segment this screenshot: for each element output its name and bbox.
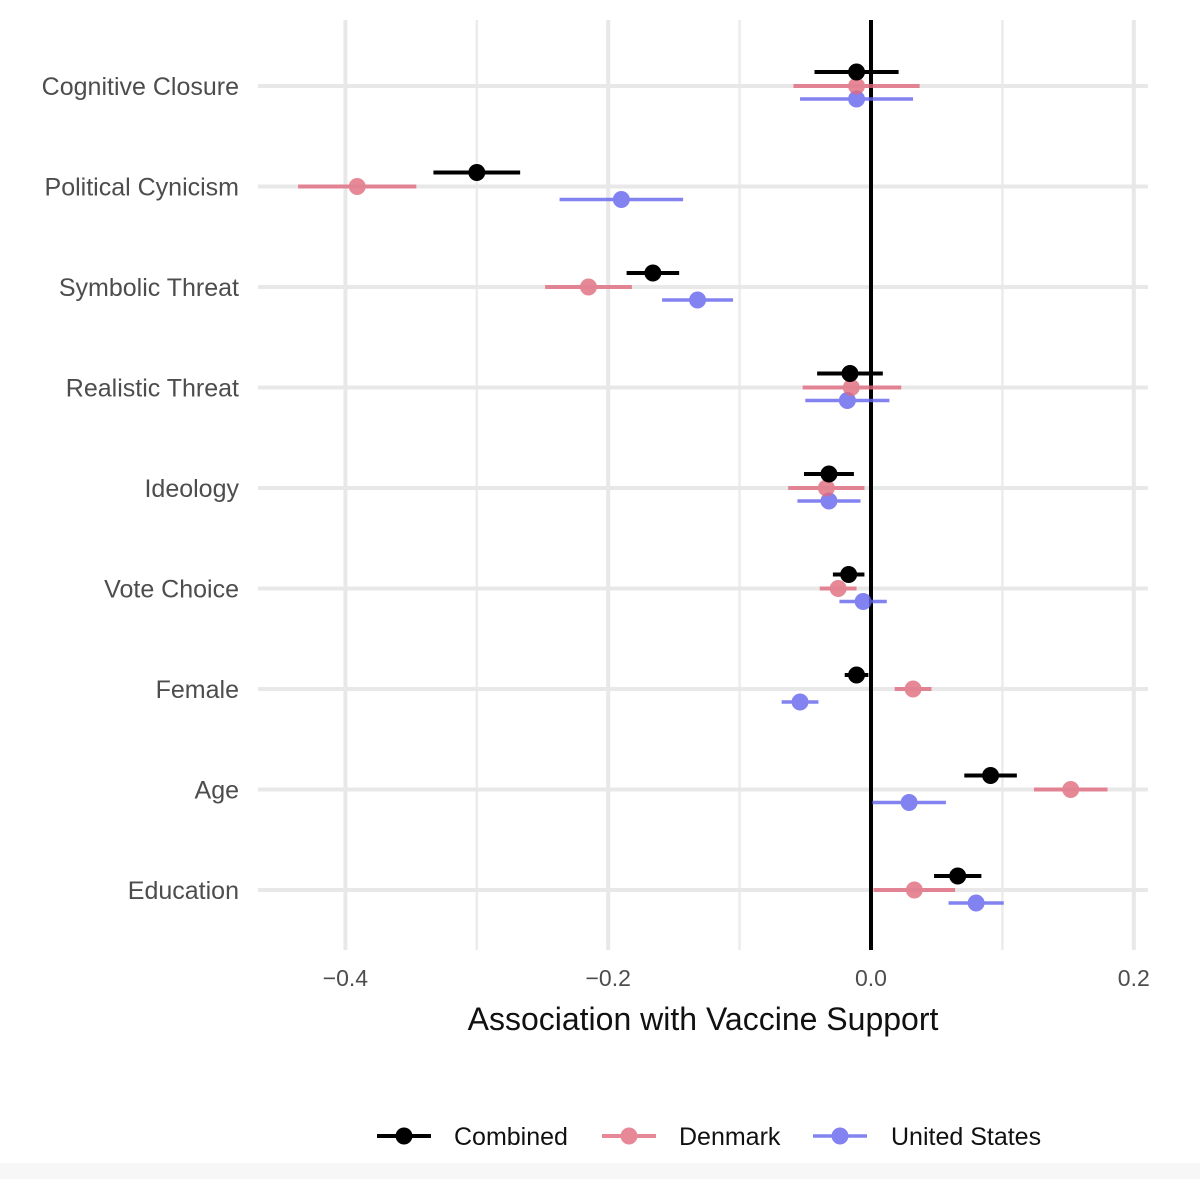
point-denmark-female: [904, 680, 922, 698]
mark-combined-ideology: [803, 465, 854, 483]
mark-united-states-female: [781, 693, 819, 711]
mark-combined-cognitive-closure: [814, 63, 899, 81]
point-combined-age: [982, 767, 1000, 784]
mark-combined-symbolic-threat: [626, 264, 680, 282]
y-tick-label-female: Female: [156, 676, 239, 704]
legend-label-combined: Combined: [454, 1123, 568, 1151]
mark-denmark-education: [873, 881, 956, 899]
legend-item-denmark: [602, 1127, 656, 1145]
mark-combined-age: [964, 767, 1017, 784]
bottom-strip: [0, 1163, 1200, 1179]
y-tick-label-political-cynicism: Political Cynicism: [45, 174, 239, 202]
legend-label-denmark: Denmark: [679, 1123, 781, 1151]
y-tick-label-ideology: Ideology: [144, 475, 239, 503]
mark-combined-political-cynicism: [433, 164, 521, 181]
point-denmark-realistic-threat: [842, 379, 860, 396]
x-tick-label: 0.2: [1118, 965, 1150, 991]
mark-combined-female: [844, 666, 869, 684]
point-combined-education: [949, 867, 967, 885]
point-denmark-ideology: [817, 479, 835, 497]
legend: Combined Denmark United States: [377, 1123, 1041, 1151]
point-united-states-vote-choice: [854, 593, 872, 610]
mark-united-states-cognitive-closure: [800, 90, 914, 108]
mark-denmark-political-cynicism: [298, 178, 417, 195]
point-combined-ideology: [820, 465, 838, 483]
point-combined-vote-choice: [840, 566, 858, 583]
x-tick-label: −0.2: [585, 965, 630, 991]
point-united-states-symbolic-threat: [689, 291, 707, 309]
legend-key-point: [831, 1127, 849, 1145]
point-combined-cognitive-closure: [848, 63, 866, 81]
point-united-states-age: [900, 794, 918, 811]
x-axis-labels: −0.4 −0.2 0.0 0.2: [323, 965, 1150, 991]
legend-key-point: [620, 1127, 638, 1145]
y-tick-label-education: Education: [128, 877, 239, 905]
mark-denmark-symbolic-threat: [545, 278, 632, 296]
point-combined-realistic-threat: [841, 365, 859, 382]
mark-denmark-ideology: [788, 479, 865, 497]
mark-denmark-realistic-threat: [802, 379, 902, 396]
point-denmark-age: [1062, 781, 1080, 798]
point-united-states-education: [967, 894, 985, 912]
marks-layer: [298, 63, 1108, 912]
mark-united-states-political-cynicism: [559, 191, 684, 208]
mark-denmark-age: [1033, 781, 1108, 798]
point-denmark-vote-choice: [829, 580, 847, 597]
mark-denmark-vote-choice: [819, 580, 857, 597]
point-denmark-cognitive-closure: [848, 77, 866, 95]
point-combined-symbolic-threat: [644, 264, 662, 282]
point-denmark-education: [905, 881, 923, 899]
y-axis-labels: Cognitive Closure Political Cynicism Symbo…: [42, 73, 240, 905]
point-denmark-political-cynicism: [348, 178, 366, 195]
mark-united-states-ideology: [797, 492, 861, 510]
legend-item-combined: [377, 1127, 431, 1145]
mark-combined-realistic-threat: [817, 365, 883, 382]
mark-combined-education: [934, 867, 982, 885]
y-tick-label-vote-choice: Vote Choice: [104, 576, 239, 604]
y-tick-label-symbolic-threat: Symbolic Threat: [59, 274, 239, 302]
y-tick-label-cognitive-closure: Cognitive Closure: [42, 73, 239, 101]
point-united-states-cognitive-closure: [848, 90, 866, 108]
x-tick-label: −0.4: [323, 965, 369, 991]
y-tick-label-age: Age: [195, 777, 239, 805]
point-denmark-symbolic-threat: [579, 278, 597, 296]
grid-layer: [258, 20, 1148, 950]
point-combined-political-cynicism: [468, 164, 486, 181]
mark-united-states-education: [948, 894, 1004, 912]
point-united-states-ideology: [820, 492, 838, 510]
point-united-states-female: [791, 693, 809, 711]
legend-label-united-states: United States: [891, 1123, 1041, 1151]
mark-denmark-female: [894, 680, 932, 698]
x-tick-label: 0.0: [855, 965, 887, 991]
mark-united-states-age: [872, 794, 946, 811]
point-combined-female: [848, 666, 866, 684]
point-united-states-political-cynicism: [612, 191, 630, 208]
point-united-states-realistic-threat: [838, 392, 856, 409]
x-axis-title: Association with Vaccine Support: [468, 1001, 939, 1037]
mark-united-states-vote-choice: [839, 593, 887, 610]
mark-combined-vote-choice: [832, 566, 865, 583]
y-tick-label-realistic-threat: Realistic Threat: [66, 375, 239, 403]
mark-united-states-symbolic-threat: [662, 291, 734, 309]
mark-denmark-cognitive-closure: [793, 77, 920, 95]
mark-united-states-realistic-threat: [805, 392, 890, 409]
legend-key-point: [395, 1127, 413, 1145]
legend-item-united-states: [813, 1127, 867, 1145]
